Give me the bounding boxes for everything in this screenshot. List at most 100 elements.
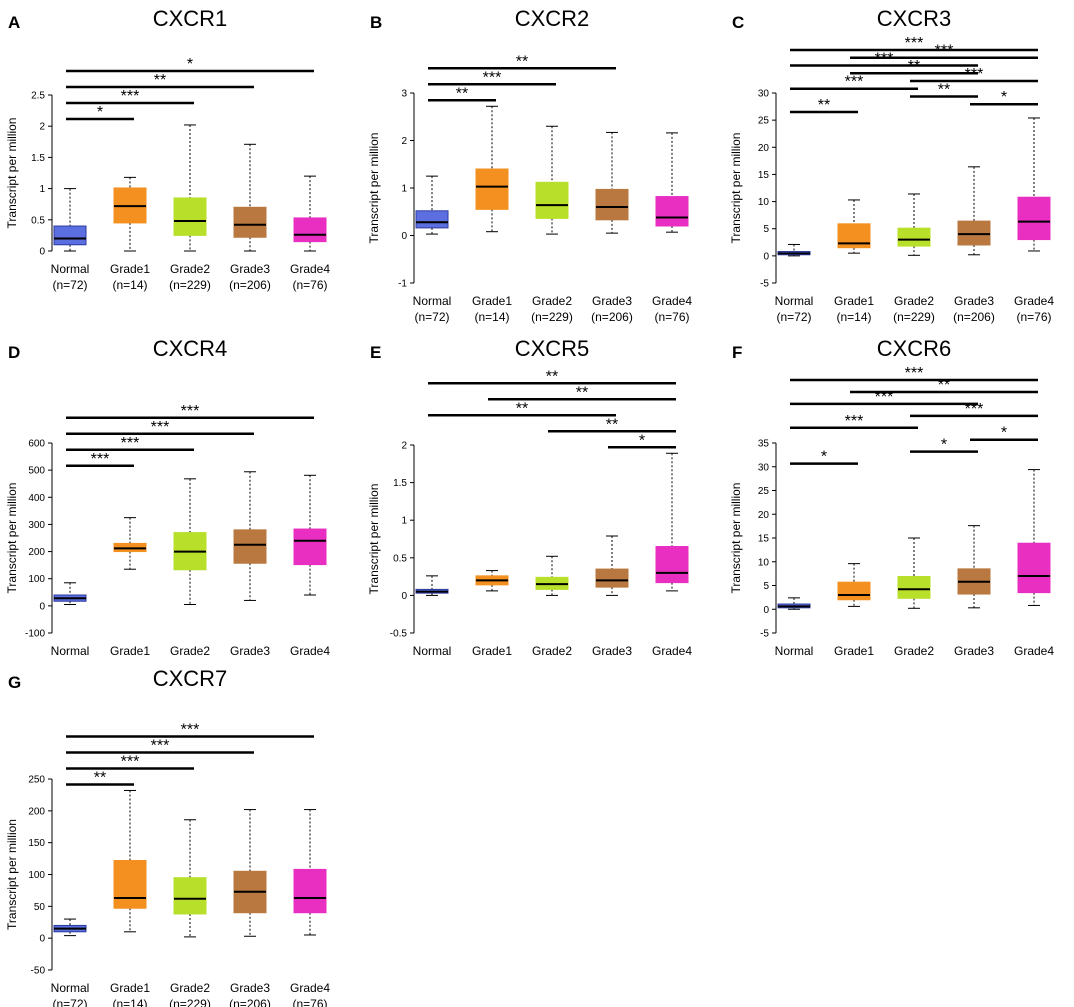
y-tick-label: 5	[763, 581, 769, 592]
box-grade2	[897, 537, 931, 609]
x-n-label: (n=206)	[229, 278, 271, 292]
box-iqr	[475, 168, 509, 210]
box-iqr	[293, 217, 327, 243]
box-normal	[415, 575, 449, 596]
significance-label: ***	[483, 69, 502, 86]
box-grade4	[1017, 469, 1051, 606]
x-tick-label: Grade1	[834, 294, 874, 308]
y-tick-label: 35	[758, 439, 770, 450]
x-tick-label: Normal	[775, 644, 814, 658]
box-grade4	[293, 809, 327, 936]
x-n-label: (n=229)	[169, 997, 211, 1007]
y-tick-label: 50	[34, 902, 46, 913]
x-n-label: (n=14)	[112, 997, 147, 1007]
box-grade4	[655, 132, 689, 233]
significance-label: **	[818, 97, 830, 114]
x-tick-label: Grade3	[592, 644, 632, 658]
x-tick-label: Grade1	[834, 644, 874, 658]
x-n-label: (n=72)	[52, 278, 87, 292]
y-tick-label: 0	[39, 601, 45, 612]
x-n-label: (n=72)	[52, 997, 87, 1007]
y-tick-label: 400	[28, 493, 45, 504]
x-n-label: (n=206)	[229, 997, 271, 1007]
box-grade2	[173, 124, 207, 252]
box-iqr	[53, 225, 87, 246]
y-tick-label: -5	[760, 279, 769, 290]
box-normal	[53, 582, 87, 605]
box-iqr	[957, 220, 991, 246]
y-tick-label: 0	[401, 591, 407, 602]
x-n-label: (n=72)	[414, 310, 449, 324]
y-tick-label: 0	[39, 934, 45, 945]
y-tick-label: 5	[763, 224, 769, 235]
y-tick-label: 2	[39, 122, 45, 133]
box-iqr	[173, 197, 207, 236]
box-iqr	[535, 181, 569, 219]
x-tick-label: Grade4	[652, 644, 692, 658]
box-grade2	[535, 125, 569, 235]
y-tick-label: 25	[758, 486, 770, 497]
chart-panel-c: C CXCR3 -5 0 5 10 15 20 25 30 Transcript per milli…	[729, 6, 1054, 324]
significance-label: **	[576, 384, 588, 401]
significance-label: *	[941, 437, 947, 454]
box-grade1	[113, 176, 147, 252]
x-tick-label: Grade1	[472, 644, 512, 658]
box-iqr	[897, 227, 931, 247]
box-iqr	[897, 575, 931, 599]
x-n-label: (n=206)	[953, 310, 995, 324]
y-tick-label: 250	[28, 775, 45, 786]
chart-title: CXCR2	[515, 6, 590, 31]
box-grade4	[655, 452, 689, 592]
significance-label: **	[546, 368, 558, 385]
y-tick-label: 0	[401, 231, 407, 242]
panel-letter: C	[732, 13, 744, 32]
box-grade3	[957, 525, 991, 609]
x-tick-label: Normal	[51, 262, 90, 276]
x-tick-label: Grade3	[592, 294, 632, 308]
x-tick-label: Grade2	[894, 644, 934, 658]
box-grade1	[113, 789, 147, 933]
box-normal	[777, 243, 811, 257]
y-tick-label: 1.5	[31, 153, 45, 164]
chart-panel-f: F CXCR6 -5 0 5 10 15 20 25 30 35 Transcript per mil…	[729, 336, 1054, 658]
y-axis-label: Transcript per million	[729, 483, 743, 594]
x-tick-label: Grade3	[230, 644, 270, 658]
y-axis-label: Transcript per million	[5, 118, 19, 229]
y-tick-label: 20	[758, 510, 770, 521]
chart-panel-b: B CXCR2 -1 0 1 2 3 Transcript per million Normal…	[367, 6, 692, 324]
box-iqr	[655, 196, 689, 227]
y-tick-label: 2	[401, 441, 407, 452]
box-grade1	[837, 563, 871, 607]
y-tick-label: -50	[31, 966, 46, 977]
box-grade2	[897, 193, 931, 256]
y-tick-label: -0.5	[390, 629, 408, 640]
box-normal	[53, 918, 87, 937]
significance-label: **	[94, 769, 106, 786]
box-iqr	[1017, 196, 1051, 241]
x-n-label: (n=229)	[893, 310, 935, 324]
x-tick-label: Normal	[51, 981, 90, 995]
panel-letter: F	[732, 343, 742, 362]
box-grade1	[113, 517, 147, 570]
box-grade4	[1017, 117, 1051, 252]
panel-letter: G	[8, 673, 21, 692]
y-axis-label: Transcript per million	[5, 819, 19, 930]
y-tick-label: 15	[758, 170, 770, 181]
y-tick-label: 1	[39, 184, 45, 195]
x-n-label: (n=206)	[591, 310, 633, 324]
chart-title: CXCR4	[153, 336, 228, 361]
x-n-label: (n=229)	[531, 310, 573, 324]
box-grade1	[475, 570, 509, 592]
panel-letter: B	[370, 13, 382, 32]
box-normal	[777, 597, 811, 610]
significance-label: **	[606, 416, 618, 433]
y-axis-label: Transcript per million	[367, 133, 381, 244]
y-tick-label: 30	[758, 462, 770, 473]
y-tick-label: 2.5	[31, 91, 45, 102]
box-iqr	[595, 188, 629, 221]
x-tick-label: Grade4	[1014, 644, 1054, 658]
x-n-label: (n=76)	[292, 278, 327, 292]
y-tick-label: 0	[39, 247, 45, 258]
y-tick-label: 100	[28, 574, 45, 585]
